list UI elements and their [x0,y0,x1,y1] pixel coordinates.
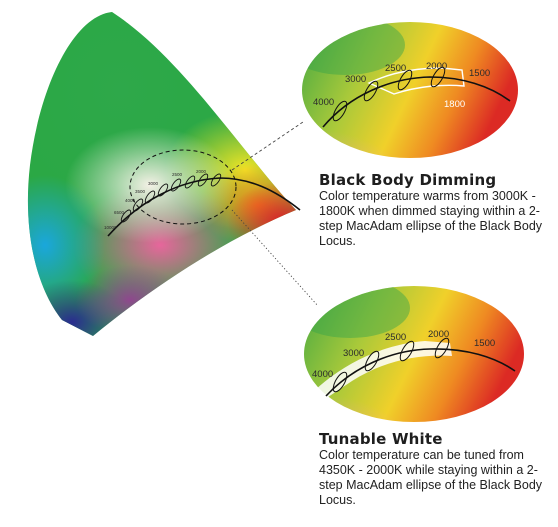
tick-labels: 4000 3000 2500 2000 1500 [312,329,495,380]
small-cct-label: 10000 [104,225,117,230]
small-cct-label: 3000 [148,181,159,186]
connector-dashed [231,121,304,171]
dimming-range-band [367,67,465,95]
tick-label: 1500 [469,68,490,79]
black-body-locus [107,177,301,237]
tick-label: 1800 [444,99,465,110]
caption-description: Color temperature warms from 3000K - 180… [319,189,543,248]
connector-dotted [231,209,319,307]
tunable-range-band [314,341,452,404]
chromaticity-horseshoe [27,12,296,336]
tick-label: 2500 [385,332,406,343]
tick-label: 4000 [312,369,333,380]
tick-labels: 4000 3000 2500 2000 1500 1800 [313,61,490,110]
macadam-ellipses [120,173,222,223]
caption-title: Tunable White [319,430,443,448]
black-body-locus [322,76,511,128]
black-body-locus [325,348,516,397]
caption-description: Color temperature can be tuned from 4350… [319,448,543,507]
zoom-region-circle [129,149,237,225]
tick-label: 2000 [426,61,447,72]
caption-black-body-dimming: Black Body Dimming Color temperature war… [319,172,554,249]
tick-label: 4000 [313,97,334,108]
tick-label: 3000 [343,348,364,359]
caption-tunable-white: Tunable White Color temperature can be t… [319,431,554,508]
tick-label: 1500 [474,338,495,349]
small-cct-label: 4000 [125,198,136,203]
caption-title: Black Body Dimming [319,171,497,189]
macadam-ellipses [332,337,450,393]
tick-label: 2000 [428,329,449,340]
small-cct-labels: 10000 6500 4000 3500 3000 2500 2000 [104,169,207,230]
small-cct-label: 2500 [172,172,183,177]
tick-label: 2500 [385,63,406,74]
small-cct-label: 6500 [114,210,125,215]
macadam-ellipses [332,66,446,122]
small-cct-label: 2000 [196,169,207,174]
small-cct-label: 3500 [135,189,146,194]
tick-label: 3000 [345,74,366,85]
